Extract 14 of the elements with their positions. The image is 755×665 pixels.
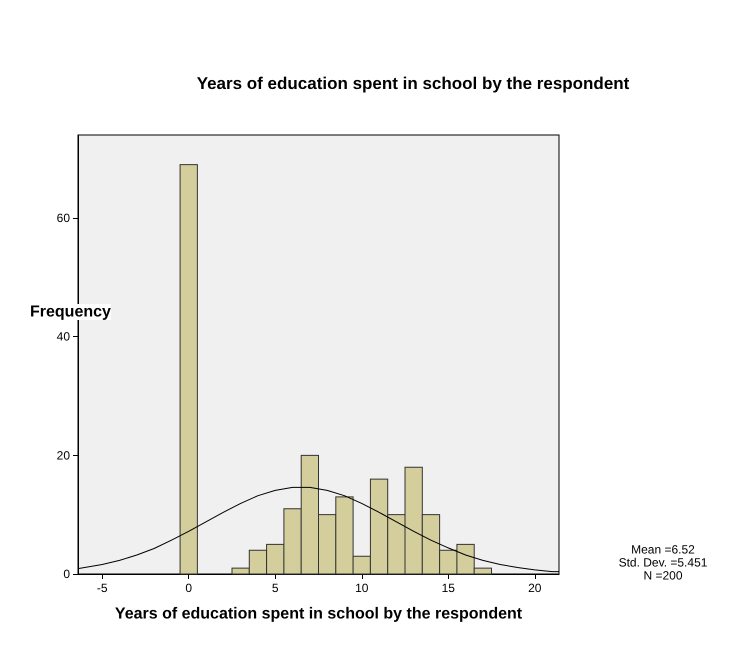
y-tick-label: 60 bbox=[56, 211, 70, 226]
chart-title: Years of education spent in school by the respondent bbox=[196, 74, 630, 93]
y-tick-label: 40 bbox=[56, 330, 70, 344]
x-tick-label: -5 bbox=[96, 581, 108, 595]
x-tick-label: 10 bbox=[355, 581, 369, 595]
x-tick-label: 15 bbox=[442, 581, 456, 595]
x-tick-label: 20 bbox=[528, 581, 542, 595]
x-tick-label: 5 bbox=[272, 581, 279, 595]
y-axis-title: Frequency bbox=[30, 304, 112, 320]
text: Mean =6.52 Std. Dev. =5.451 N =200 bbox=[618, 542, 708, 582]
y-tick-label: 0 bbox=[63, 567, 70, 581]
x-tick-label: 0 bbox=[185, 581, 192, 595]
x-axis-title: Years of education spent in school by the respondent bbox=[114, 606, 523, 622]
y-tick-label: 20 bbox=[56, 448, 70, 462]
